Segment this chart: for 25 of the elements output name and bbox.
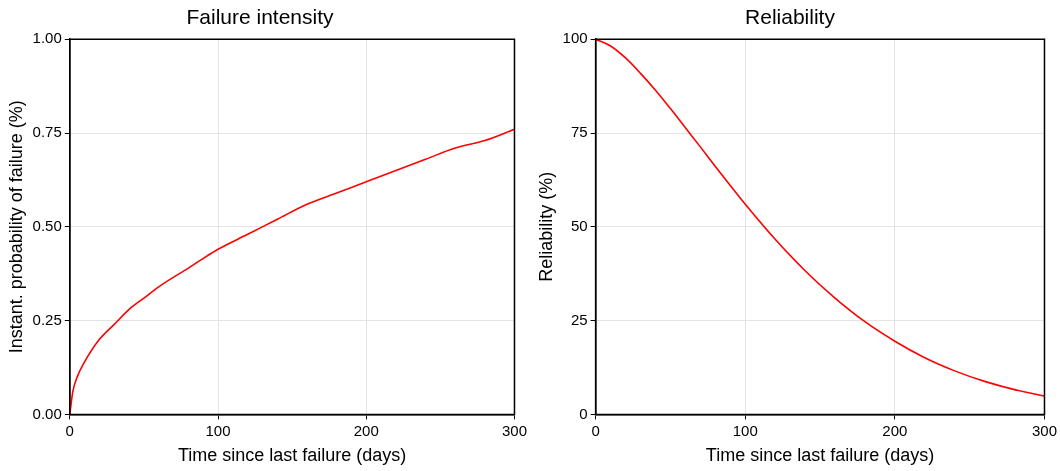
x-tick-label: 100 — [732, 421, 758, 439]
chart-title: Failure intensity — [186, 5, 335, 29]
line-series — [595, 39, 1045, 397]
x-tick-label: 300 — [1031, 421, 1057, 439]
x-tick-label: 200 — [353, 421, 379, 439]
y-axis-title: Instant. probability of failure (%) — [5, 100, 26, 354]
y-tick-label: 75 — [570, 123, 588, 141]
y-tick-label: 25 — [570, 310, 588, 328]
x-tick-label: 300 — [501, 421, 527, 439]
y-tick-label: 0 — [579, 404, 588, 422]
y-tick-label: 50 — [570, 216, 588, 234]
y-axis-title: Reliability (%) — [535, 171, 556, 282]
y-tick-label: 1.00 — [32, 29, 62, 47]
x-tick-label: 200 — [882, 421, 908, 439]
x-axis-title: Time since last failure (days) — [705, 445, 935, 466]
x-tick-label: 100 — [205, 421, 231, 439]
x-tick-label: 0 — [65, 421, 74, 439]
y-tick-label: 0.00 — [32, 404, 62, 422]
chart-title: Reliability — [745, 5, 836, 29]
y-tick-label: 0.50 — [32, 216, 62, 234]
y-tick-label: 0.25 — [32, 310, 62, 328]
x-axis-title: Time since last failure (days) — [177, 445, 407, 466]
y-tick-label: 0.75 — [32, 123, 62, 141]
x-tick-label: 0 — [591, 421, 600, 439]
y-tick-label: 100 — [562, 29, 588, 47]
